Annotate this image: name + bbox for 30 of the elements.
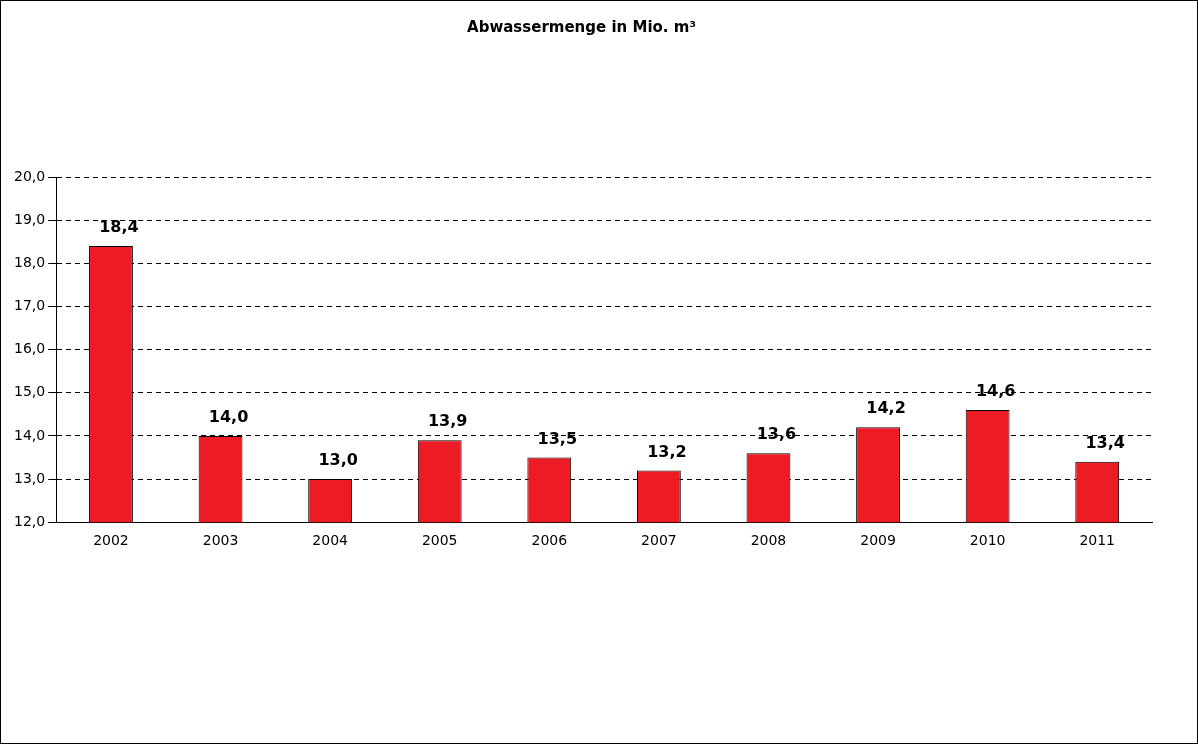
x-tick-label: 2002 — [93, 532, 129, 549]
data-label: 13,9 — [427, 411, 468, 431]
x-tick-label: 2009 — [860, 532, 896, 549]
x-tick-label: 2007 — [641, 532, 677, 549]
y-tick-label: 12,0 — [14, 512, 46, 529]
x-tick-label: 2003 — [202, 532, 239, 549]
x-tick-label: 2011 — [1079, 532, 1116, 549]
y-tick-label: 15,0 — [14, 383, 46, 400]
x-tick-label: 2008 — [750, 532, 787, 549]
chart-title: Abwassermenge in Mio. m³ — [467, 17, 696, 36]
data-label: 13,6 — [756, 424, 797, 444]
x-tick-label: 2005 — [421, 532, 458, 549]
y-tick-label: 17,0 — [14, 297, 46, 314]
x-tick-label: 2010 — [969, 532, 1006, 549]
data-label: 13,2 — [647, 441, 687, 461]
x-tick-label: 2006 — [531, 532, 568, 549]
data-label: 14,6 — [975, 381, 1016, 401]
data-label: 13,5 — [537, 428, 578, 448]
y-tick-label: 14,0 — [14, 426, 46, 443]
data-label: 18,4 — [99, 217, 139, 237]
data-label: 14,2 — [866, 398, 906, 418]
y-tick-label: 16,0 — [14, 340, 46, 357]
y-tick-label: 18,0 — [14, 253, 46, 270]
y-tick-label: 19,0 — [14, 210, 46, 227]
x-tick-label: 2004 — [312, 532, 349, 549]
data-label: 14,0 — [208, 407, 249, 427]
y-tick-label: 20,0 — [14, 167, 46, 184]
data-label: 13,4 — [1085, 432, 1125, 452]
data-label: 13,0 — [318, 450, 358, 470]
y-tick-label: 13,0 — [14, 469, 46, 486]
